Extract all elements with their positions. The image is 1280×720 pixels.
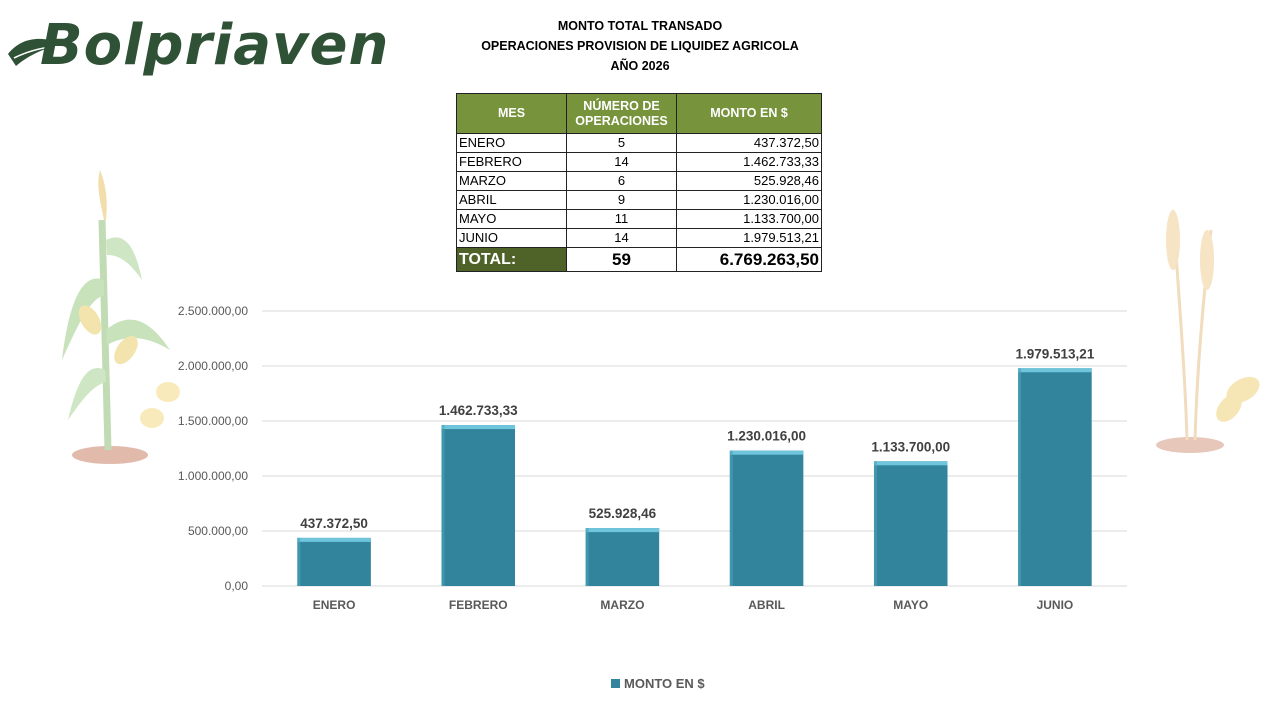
- chart-legend: MONTO EN $: [611, 676, 705, 691]
- table-header-row: MES NÚMERO DE OPERACIONES MONTO EN $: [456, 93, 822, 134]
- table-total-row: TOTAL: 59 6.769.263,50: [456, 247, 822, 272]
- bar: [585, 528, 660, 586]
- bar-top-highlight: [1018, 368, 1092, 373]
- cell-mes: ABRIL: [456, 190, 567, 210]
- bar: [1018, 368, 1092, 586]
- total-monto: 6.769.263,50: [676, 247, 822, 272]
- legend-label: MONTO EN $: [624, 676, 705, 691]
- title-line-2: OPERACIONES PROVISION DE LIQUIDEZ AGRICO…: [481, 39, 799, 53]
- table-row: JUNIO 14 1.979.513,21: [456, 228, 822, 248]
- title-line-3: AÑO 2026: [610, 59, 670, 73]
- y-tick-label: 0,00: [225, 579, 249, 593]
- bar-side-shade: [441, 425, 445, 586]
- cell-ops: 6: [566, 171, 677, 191]
- cell-ops: 9: [566, 190, 677, 210]
- bar-side-shade: [729, 450, 733, 586]
- y-tick-label: 2.500.000,00: [178, 304, 248, 318]
- cell-mes: ENERO: [456, 133, 567, 153]
- x-tick-label: JUNIO: [1037, 598, 1074, 612]
- table-row: FEBRERO 14 1.462.733,33: [456, 152, 822, 172]
- data-label: 1.230.016,00: [727, 429, 806, 444]
- header-monto: MONTO EN $: [676, 93, 822, 134]
- cell-ops: 14: [566, 152, 677, 172]
- bar-side-shade: [1018, 368, 1022, 586]
- table-row: MAYO 11 1.133.700,00: [456, 209, 822, 229]
- bar-side-shade: [297, 537, 301, 586]
- brand-name: Bolpriaven: [40, 13, 390, 78]
- y-tick-label: 1.500.000,00: [178, 414, 248, 428]
- x-tick-label: MARZO: [600, 598, 644, 612]
- y-tick-label: 500.000,00: [188, 524, 248, 538]
- bar-top-highlight: [297, 537, 371, 542]
- corn-plant-icon: [62, 170, 180, 464]
- x-tick-label: MAYO: [893, 598, 928, 612]
- x-tick-label: FEBRERO: [449, 598, 508, 612]
- cell-monto: 525.928,46: [676, 171, 822, 191]
- bar: [441, 425, 516, 586]
- bar-side-shade: [585, 528, 589, 586]
- leaf-logo-icon: [8, 38, 62, 66]
- bar: [729, 450, 804, 586]
- y-tick-label: 2.000.000,00: [178, 359, 248, 373]
- cell-monto: 1.230.016,00: [676, 190, 822, 210]
- bar-side-shade: [873, 461, 877, 586]
- cell-monto: 1.462.733,33: [676, 152, 822, 172]
- operations-table: MES NÚMERO DE OPERACIONES MONTO EN $ ENER…: [456, 93, 822, 272]
- header-mes: MES: [456, 93, 567, 134]
- cell-ops: 11: [566, 209, 677, 229]
- monto-bar-chart: 0,00 500.000,00 1.000.000,00 1.500.000,00 2.…: [178, 304, 1127, 612]
- table-row: MARZO 6 525.928,46: [456, 171, 822, 191]
- cell-mes: FEBRERO: [456, 152, 567, 172]
- report-title: MONTO TOTAL TRANSADO OPERACIONES PROVISI…: [440, 16, 840, 76]
- legend-swatch: [611, 679, 620, 688]
- bar-top-highlight: [441, 425, 516, 430]
- bar-top-highlight: [585, 528, 660, 533]
- data-label: 1.979.513,21: [1016, 346, 1095, 361]
- cell-monto: 1.133.700,00: [676, 209, 822, 229]
- cell-monto: 1.979.513,21: [676, 228, 822, 248]
- y-tick-label: 1.000.000,00: [178, 469, 248, 483]
- bar-top-highlight: [873, 461, 948, 466]
- bar-top-highlight: [729, 450, 804, 455]
- brand-logo: Bolpriaven: [2, 6, 388, 86]
- cell-mes: MAYO: [456, 209, 567, 229]
- x-tick-label: ABRIL: [748, 598, 785, 612]
- x-tick-label: ENERO: [313, 598, 356, 612]
- header-operaciones: NÚMERO DE OPERACIONES: [566, 93, 677, 134]
- total-label: TOTAL:: [456, 247, 567, 272]
- cell-ops: 5: [566, 133, 677, 153]
- data-label: 1.133.700,00: [871, 439, 950, 454]
- table-row: ABRIL 9 1.230.016,00: [456, 190, 822, 210]
- bar: [297, 537, 371, 586]
- wheat-plant-icon: [1156, 209, 1260, 453]
- cell-monto: 437.372,50: [676, 133, 822, 153]
- data-label: 1.462.733,33: [439, 403, 518, 418]
- bar: [873, 461, 948, 586]
- cell-mes: JUNIO: [456, 228, 567, 248]
- table-row: ENERO 5 437.372,50: [456, 133, 822, 153]
- title-line-1: MONTO TOTAL TRANSADO: [557, 19, 723, 33]
- cell-mes: MARZO: [456, 171, 567, 191]
- data-label: 525.928,46: [589, 506, 657, 521]
- total-ops: 59: [566, 247, 677, 272]
- cell-ops: 14: [566, 228, 677, 248]
- data-label: 437.372,50: [300, 516, 368, 531]
